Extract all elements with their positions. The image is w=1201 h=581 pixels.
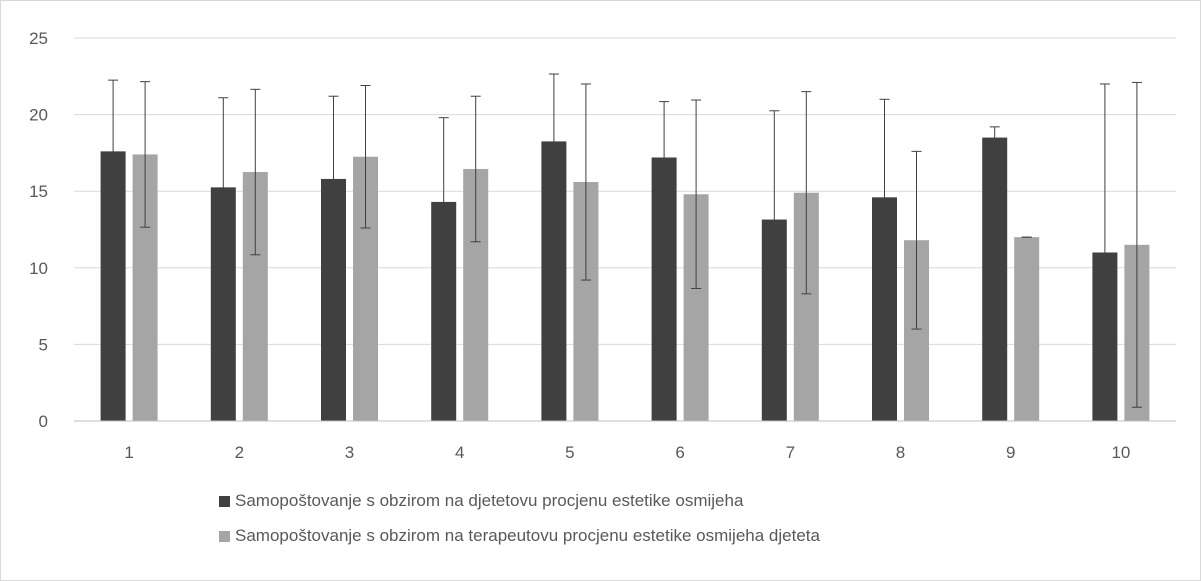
x-tick-label: 6: [675, 443, 684, 462]
x-tick-label: 2: [235, 443, 244, 462]
x-tick-label: 9: [1006, 443, 1015, 462]
legend-item-series-1: Samopoštovanje s obzirom na djetetovu pr…: [219, 491, 743, 511]
legend-swatch-series-1: [219, 495, 230, 507]
x-tick-label: 10: [1111, 443, 1130, 462]
y-tick-label: 10: [29, 259, 48, 278]
y-tick-label: 20: [29, 106, 48, 125]
legend-item-series-2: Samopoštovanje s obzirom na terapeutovu …: [219, 526, 820, 546]
x-tick-label: 5: [565, 443, 574, 462]
gridlines: [74, 37, 1176, 345]
bar-series-2: [1014, 237, 1040, 421]
bar-series-1: [982, 137, 1008, 421]
legend-label-series-2: Samopoštovanje s obzirom na terapeutovu …: [235, 526, 820, 545]
x-tick-label: 3: [345, 443, 354, 462]
axes: 0 5 10 15 20 25 1 2 3 4 5 6 7 8 9 10: [29, 29, 1176, 462]
legend-swatch-series-2: [219, 530, 230, 542]
x-tick-label: 4: [455, 443, 464, 462]
y-tick-label: 5: [39, 335, 48, 354]
legend-label-series-1: Samopoštovanje s obzirom na djetetovu pr…: [235, 491, 744, 510]
x-tick-label: 8: [896, 443, 905, 462]
error-bars: [108, 73, 1142, 422]
bars: [100, 137, 1150, 422]
x-tick-label: 7: [786, 443, 795, 462]
x-tick-label: 1: [124, 443, 133, 462]
y-tick-label: 25: [29, 29, 48, 48]
y-tick-label: 0: [39, 412, 48, 431]
y-tick-label: 15: [29, 182, 48, 201]
